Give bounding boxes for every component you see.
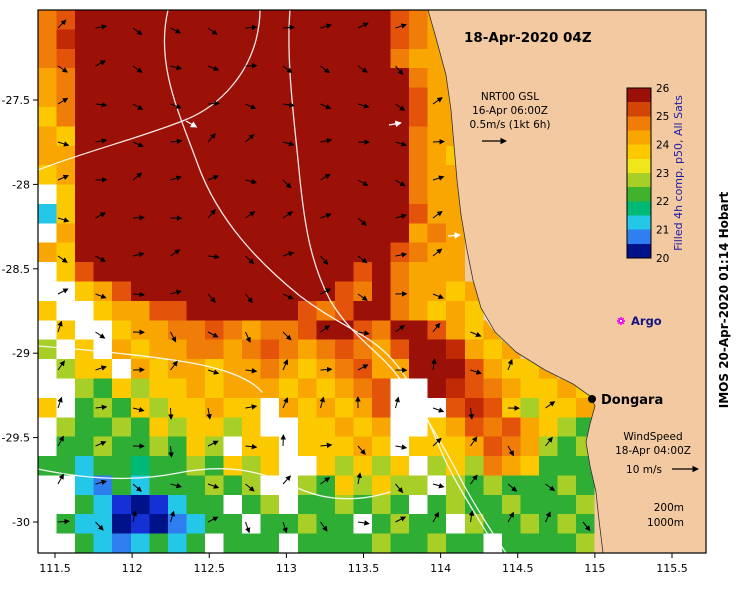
x-tick-label: 114	[430, 562, 451, 575]
x-tick-label: 114.5	[502, 562, 534, 575]
argo-label: Argo	[631, 314, 662, 328]
gsl-legend: NRT00 GSL 16-Apr 06:00Z 0.5m/s (1kt 6h)	[469, 91, 551, 145]
white-vector-arrow-icon	[185, 120, 198, 128]
y-tick-label: -28	[12, 178, 30, 191]
map-title: 18-Apr-2020 04Z	[464, 30, 592, 46]
isobath-1000m-line	[163, 9, 500, 554]
imos-credit: IMOS 20-Apr-2020 01:14 Hobart	[717, 192, 731, 409]
colorbar-tick-label: 23	[656, 168, 669, 180]
x-tick-label: 113	[276, 562, 297, 575]
dongara-marker: Dongara	[588, 393, 663, 408]
x-tick-label: 115	[584, 562, 605, 575]
velocity-vector-layer	[57, 19, 591, 534]
x-tick-label: 112.5	[194, 562, 226, 575]
argo-marker: Argo	[617, 314, 662, 328]
x-tick-label: 112	[122, 562, 143, 575]
x-tick-label: 115.5	[656, 562, 688, 575]
colorbar: 26 25 24 23 22 21 20	[626, 83, 670, 265]
gsl-datetime-label: 16-Apr 06:00Z	[472, 105, 548, 117]
colorbar-tick-label: 20	[656, 253, 669, 265]
x-tick-label: 111.5	[39, 562, 71, 575]
wind-title-label: WindSpeed	[623, 431, 682, 443]
colorbar-tick-label: 21	[656, 225, 669, 237]
contour-legend: 200m 1000m	[647, 502, 684, 529]
isobath-1000m-line-2	[288, 9, 507, 554]
marker-layer: Argo Dongara	[588, 314, 663, 408]
dongara-label: Dongara	[601, 393, 663, 408]
gsl-source-label: NRT00 GSL	[481, 91, 539, 103]
y-tick-label: -30	[12, 516, 30, 529]
colorbar-tick-label: 25	[656, 111, 669, 123]
contour-1000m-label: 1000m	[647, 517, 684, 529]
y-tick-label: -28.5	[2, 263, 30, 276]
axis-layer: 111.5 112 112.5 113 113.5 114 114.5 115 115.5 -27…	[2, 94, 688, 575]
y-tick-label: -27.5	[2, 94, 30, 107]
plot-frame	[37, 9, 707, 554]
wind-legend: WindSpeed 18-Apr 04:00Z 10 m/s	[615, 431, 700, 476]
gsl-scale-label: 0.5m/s (1kt 6h)	[469, 119, 550, 131]
wind-datetime-label: 18-Apr 04:00Z	[615, 445, 691, 457]
y-tick-label: -29.5	[2, 432, 30, 445]
y-tick-label: -29	[12, 347, 30, 360]
white-vector-arrow-icon	[447, 232, 462, 239]
contour-200m-label: 200m	[654, 502, 684, 514]
x-tick-label: 113.5	[348, 562, 380, 575]
isobath-segment-south	[37, 468, 391, 500]
wind-scale-label: 10 m/s	[626, 464, 662, 476]
colorbar-tick-label: 22	[656, 196, 669, 208]
colorbar-label: Filled 4h comp, p50, All Sats	[672, 95, 685, 251]
colorbar-tick-label: 26	[656, 83, 670, 95]
white-vector-arrow-icon	[388, 120, 402, 128]
isobath-segment-west	[37, 345, 263, 393]
bathymetry-contours	[37, 9, 563, 554]
colorbar-tick-label: 24	[656, 140, 670, 152]
